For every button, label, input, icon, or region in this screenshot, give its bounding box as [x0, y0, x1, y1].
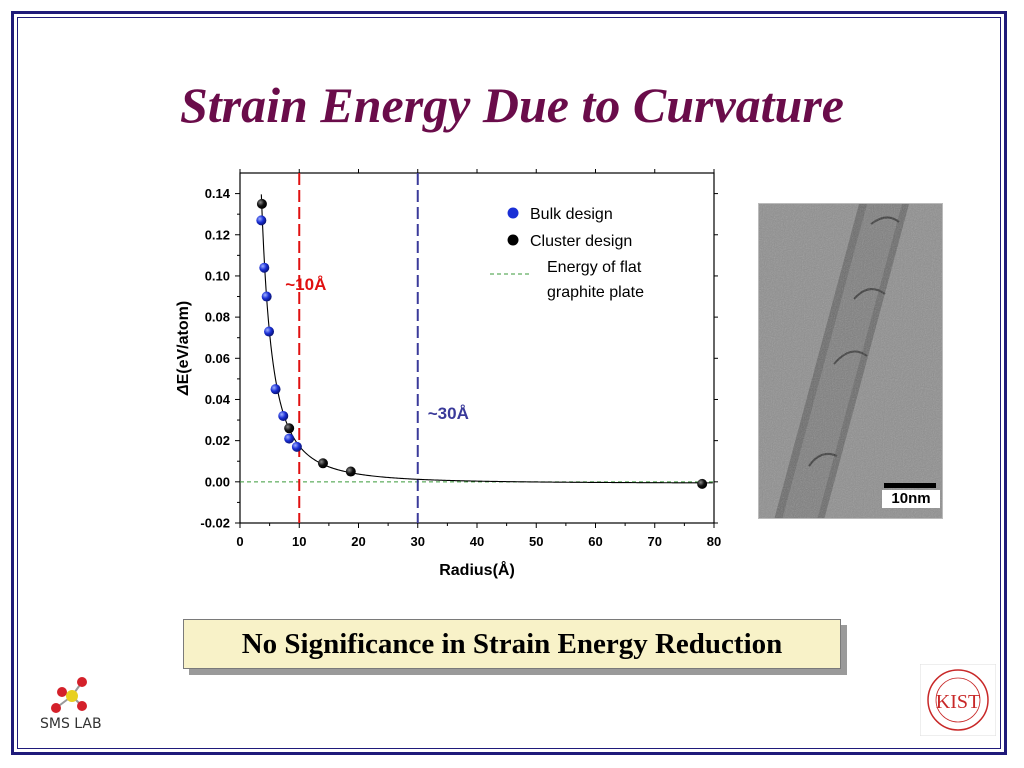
bulk-point: [259, 262, 270, 273]
slide-frame-outer: [11, 11, 1007, 755]
marker-label-10: ~10Å: [285, 275, 326, 294]
bulk-point: [278, 410, 289, 421]
x-tick-label: 60: [588, 534, 602, 549]
x-tick-label: 30: [411, 534, 425, 549]
y-tick-label: 0.14: [205, 186, 231, 201]
y-tick-label: 0.12: [205, 227, 230, 242]
kist-logo: KIST: [920, 664, 996, 736]
y-axis-title-text: E(eV/atom): [175, 301, 192, 385]
sms-lab-label: SMS LAB: [40, 716, 102, 732]
y-tick-label: 0.08: [205, 310, 230, 325]
x-tick-label: 50: [529, 534, 543, 549]
cluster-point: [345, 466, 356, 477]
kist-logo-text: KIST: [936, 691, 980, 713]
x-tick-label: 0: [236, 534, 243, 549]
x-tick-label: 10: [292, 534, 306, 549]
fit-curve: [260, 194, 713, 484]
bulk-point: [261, 291, 272, 302]
bulk-point: [264, 326, 275, 337]
y-tick-label: 0.02: [205, 433, 230, 448]
slide-frame-inner: [17, 17, 1001, 749]
plot-frame: [239, 172, 715, 524]
legend-label-reference-2: graphite plate: [547, 284, 644, 301]
legend-marker-cluster: [507, 234, 519, 246]
chart-legend: Bulk design Cluster design Energy of fla…: [490, 206, 644, 301]
cluster-point: [284, 423, 295, 434]
y-tick-label: 0.00: [205, 474, 230, 489]
y-axis-title: ΔE(eV/atom): [175, 301, 192, 396]
bulk-point: [270, 384, 281, 395]
sms-lab-logo: [51, 677, 87, 713]
cluster-point: [697, 478, 708, 489]
y-tick-label: 0.04: [205, 392, 231, 407]
y-tick-label: -0.02: [200, 516, 230, 531]
cluster-point: [317, 458, 328, 469]
marker-label-30: ~30Å: [428, 404, 469, 423]
y-tick-label: 0.06: [205, 351, 230, 366]
x-tick-label: 40: [470, 534, 484, 549]
tem-nanotube-image: [758, 203, 943, 519]
x-tick-label: 70: [648, 534, 662, 549]
conclusion-box: No Significance in Strain Energy Reducti…: [183, 619, 841, 669]
y-tick-label: 0.10: [205, 268, 230, 283]
cluster-point: [256, 198, 267, 209]
legend-label-cluster: Cluster design: [530, 233, 632, 250]
bulk-point: [284, 433, 295, 444]
x-tick-label: 20: [351, 534, 365, 549]
y-axis-title-symbol: Δ: [175, 384, 192, 396]
slide-title: Strain Energy Due to Curvature: [179, 77, 844, 133]
legend-label-reference-1: Energy of flat: [547, 259, 642, 276]
bulk-point: [291, 441, 302, 452]
scale-bar: [884, 483, 936, 488]
scale-bar-label: 10nm: [882, 490, 940, 508]
x-tick-label: 80: [707, 534, 721, 549]
legend-label-bulk: Bulk design: [530, 206, 613, 223]
x-axis-title: Radius(Å): [439, 560, 515, 579]
legend-marker-bulk: [507, 207, 519, 219]
bulk-point: [256, 215, 267, 226]
